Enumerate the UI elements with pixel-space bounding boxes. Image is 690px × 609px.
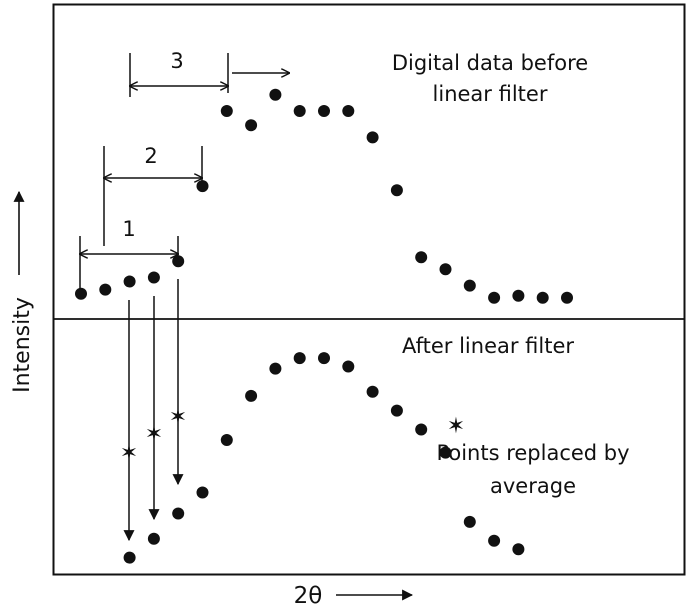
before-filter-point bbox=[342, 105, 355, 117]
after-filter-point bbox=[439, 446, 452, 459]
before-filter-point bbox=[366, 131, 379, 144]
window-3-number: 3 bbox=[170, 49, 183, 73]
after-filter-point bbox=[196, 486, 209, 499]
window-3: 3 bbox=[130, 49, 289, 97]
legend-text-line1: Points replaced by bbox=[436, 441, 629, 465]
before-filter-point bbox=[147, 271, 160, 284]
replacement-arrows bbox=[123, 279, 184, 542]
before-filter-point bbox=[561, 291, 573, 304]
legend-text-line2: average bbox=[490, 474, 576, 498]
after-filter-point bbox=[293, 352, 306, 365]
replaced-markers: ✶ ✶ ✶ bbox=[120, 405, 187, 466]
before-filter-point bbox=[99, 283, 112, 296]
window-1-number: 1 bbox=[122, 217, 135, 241]
after-filter-point bbox=[318, 352, 330, 365]
before-filter-point bbox=[512, 289, 525, 302]
before-filter-points bbox=[75, 88, 573, 304]
before-filter-point bbox=[488, 291, 501, 304]
after-filter-point bbox=[245, 389, 258, 402]
before-filter-point bbox=[390, 184, 403, 197]
after-filter-point bbox=[390, 404, 403, 417]
window-2-number: 2 bbox=[144, 144, 157, 168]
bottom-panel-label: After linear filter bbox=[402, 334, 574, 358]
replaced-star-icon: ✶ bbox=[120, 441, 138, 466]
before-filter-point bbox=[269, 88, 282, 101]
x-axis-label: 2θ bbox=[294, 583, 323, 609]
replaced-star-icon: ✶ bbox=[145, 422, 163, 447]
window-1: 1 bbox=[80, 217, 178, 290]
before-filter-point bbox=[220, 105, 233, 117]
before-filter-point bbox=[123, 275, 136, 288]
after-filter-point bbox=[172, 507, 185, 520]
before-filter-point bbox=[415, 251, 428, 264]
after-filter-point bbox=[415, 423, 428, 436]
after-filter-point bbox=[488, 534, 501, 547]
after-filter-point bbox=[147, 532, 160, 545]
before-filter-point bbox=[536, 291, 549, 304]
window-2: 2 bbox=[104, 144, 202, 246]
before-filter-point bbox=[245, 119, 258, 132]
after-filter-point bbox=[366, 385, 379, 398]
top-panel-label-line2: linear filter bbox=[433, 82, 548, 106]
before-filter-point bbox=[439, 263, 452, 276]
after-filter-point bbox=[512, 543, 525, 556]
before-filter-point bbox=[196, 180, 209, 193]
before-filter-point bbox=[318, 105, 330, 117]
after-filter-point bbox=[463, 515, 476, 528]
before-filter-point bbox=[463, 279, 476, 292]
after-filter-point bbox=[269, 362, 282, 375]
before-filter-point bbox=[172, 255, 185, 268]
after-filter-point bbox=[123, 551, 136, 564]
y-axis-label: Intensity bbox=[10, 297, 35, 393]
legend-star-icon: ✶ bbox=[447, 414, 465, 439]
plot-frame bbox=[52, 3, 686, 576]
before-filter-point bbox=[75, 287, 87, 300]
top-panel-label-line1: Digital data before bbox=[392, 51, 588, 75]
after-filter-points bbox=[123, 352, 525, 564]
replaced-star-icon: ✶ bbox=[169, 405, 187, 430]
after-filter-point bbox=[342, 360, 355, 373]
before-filter-point bbox=[293, 105, 306, 117]
after-filter-point bbox=[220, 434, 233, 446]
